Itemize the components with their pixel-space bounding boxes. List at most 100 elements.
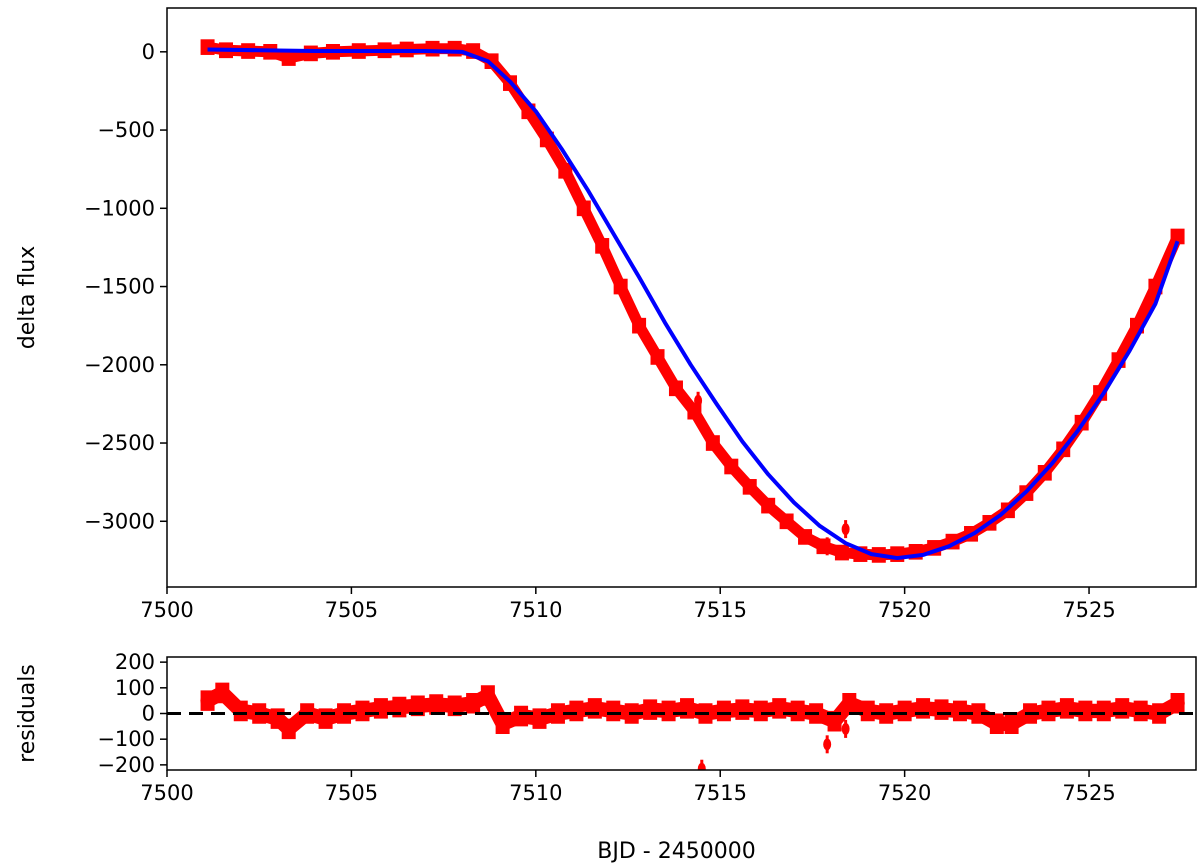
residuals-x-tick-label: 7525	[1062, 781, 1115, 805]
main-data-point	[857, 551, 864, 558]
residuals-data-point	[285, 725, 292, 732]
main-data-point	[599, 242, 606, 249]
residuals-data-point	[414, 702, 421, 709]
residuals-x-tick-label: 7510	[509, 781, 562, 805]
residuals-data-point	[665, 707, 672, 714]
residuals-plot-area	[167, 682, 1196, 770]
residuals-data-point	[739, 706, 746, 713]
main-data-point	[802, 533, 809, 540]
main-data-point	[838, 549, 845, 556]
main-outlier-point	[694, 394, 703, 407]
main-y-axis-title: delta flux	[15, 246, 40, 350]
residuals-data-point	[322, 715, 329, 722]
residuals-data-point	[846, 700, 853, 707]
residuals-y-axis-title: residuals	[15, 664, 40, 763]
main-data-band	[202, 41, 1184, 561]
residuals-data-point	[938, 706, 945, 713]
main-data-point	[470, 48, 477, 55]
residuals-x-axis-title: BJD - 2450000	[597, 839, 755, 864]
residuals-data-point	[274, 715, 281, 722]
main-y-tick-label: −2500	[84, 431, 155, 455]
main-data-point	[1174, 233, 1181, 240]
main-data-point	[636, 322, 643, 329]
residuals-data-point	[1082, 707, 1089, 714]
residuals-data-point	[536, 715, 543, 722]
main-data-point	[691, 408, 698, 415]
residuals-data-point	[975, 710, 982, 717]
main-data-point	[285, 55, 292, 62]
residuals-y-tick-label: −200	[97, 753, 155, 777]
main-data-point	[1133, 322, 1140, 329]
main-x-tick-label: 7510	[509, 598, 562, 622]
main-data-point	[617, 283, 624, 290]
main-data-point	[1152, 283, 1159, 290]
main-data-point	[765, 502, 772, 509]
main-x-tick-label: 7525	[1062, 598, 1115, 622]
residuals-x-tick-label: 7520	[878, 781, 931, 805]
main-y-tick-label: −2000	[84, 353, 155, 377]
residuals-data-point	[396, 704, 403, 711]
residuals-data-point	[920, 705, 927, 712]
residuals-data-point	[591, 705, 598, 712]
residuals-data-point	[204, 697, 211, 704]
main-data-point	[543, 136, 550, 143]
residuals-outlier-point	[841, 722, 850, 735]
main-panel: 7500 7505 7510 7515 7520 7525 0 −500 −1000 −1500 −…	[15, 7, 1197, 622]
main-data-point	[912, 548, 919, 555]
main-data-point	[672, 385, 679, 392]
residuals-data-point	[1063, 705, 1070, 712]
main-data-point	[709, 440, 716, 447]
residuals-data-point	[684, 705, 691, 712]
main-data-point	[525, 108, 532, 115]
residuals-data-point	[1008, 720, 1015, 727]
main-x-tick-label: 7505	[325, 598, 378, 622]
residuals-data-point	[484, 692, 491, 699]
main-data-point	[654, 353, 661, 360]
residuals-data-point	[776, 705, 783, 712]
residuals-y-tick-label: −100	[97, 727, 155, 751]
main-data-point	[562, 167, 569, 174]
residuals-data-point	[451, 702, 458, 709]
main-y-tick-label: 0	[142, 40, 155, 64]
residuals-data-point	[359, 707, 366, 714]
main-y-tick-label: −500	[97, 118, 155, 142]
residuals-data-point	[433, 701, 440, 708]
main-y-tick-label: −3000	[84, 509, 155, 533]
main-x-tick-label: 7500	[140, 598, 193, 622]
residuals-data-point	[864, 707, 871, 714]
residuals-y-tick-label: 100	[115, 676, 155, 700]
main-plot-area	[200, 39, 1185, 563]
residuals-x-tick-label: 7515	[693, 781, 746, 805]
residuals-data-point	[377, 705, 384, 712]
model-fit-line	[207, 47, 1180, 561]
main-axes-frame	[166, 7, 1197, 588]
residuals-y-tick-label: 200	[115, 650, 155, 674]
residuals-data-point	[831, 718, 838, 725]
main-data-point	[783, 518, 790, 525]
main-outlier-point	[823, 540, 832, 553]
residuals-y-tick-label: 0	[142, 702, 155, 726]
main-y-tick-label: −1500	[84, 275, 155, 299]
residuals-data-point	[554, 710, 561, 717]
main-outlier-point	[841, 523, 850, 536]
residuals-outlier-point	[823, 738, 832, 751]
main-x-tick-label: 7515	[693, 598, 746, 622]
residuals-data-point	[647, 706, 654, 713]
main-data-point	[580, 205, 587, 212]
main-data-point	[746, 483, 753, 490]
residuals-data-point	[1174, 700, 1181, 707]
residuals-outlier-point	[697, 762, 706, 770]
main-x-tick-label: 7520	[878, 598, 931, 622]
main-data-point	[894, 551, 901, 558]
residuals-data-point	[499, 720, 506, 727]
residuals-data-point	[219, 689, 226, 696]
main-y-tick-label: −1000	[84, 196, 155, 220]
residuals-x-tick-label: 7500	[140, 781, 193, 805]
main-data-point	[728, 463, 735, 470]
residuals-x-tick-label: 7505	[325, 781, 378, 805]
residuals-data-point	[993, 720, 1000, 727]
main-data-point	[1115, 357, 1122, 364]
residuals-data-point	[1119, 705, 1126, 712]
